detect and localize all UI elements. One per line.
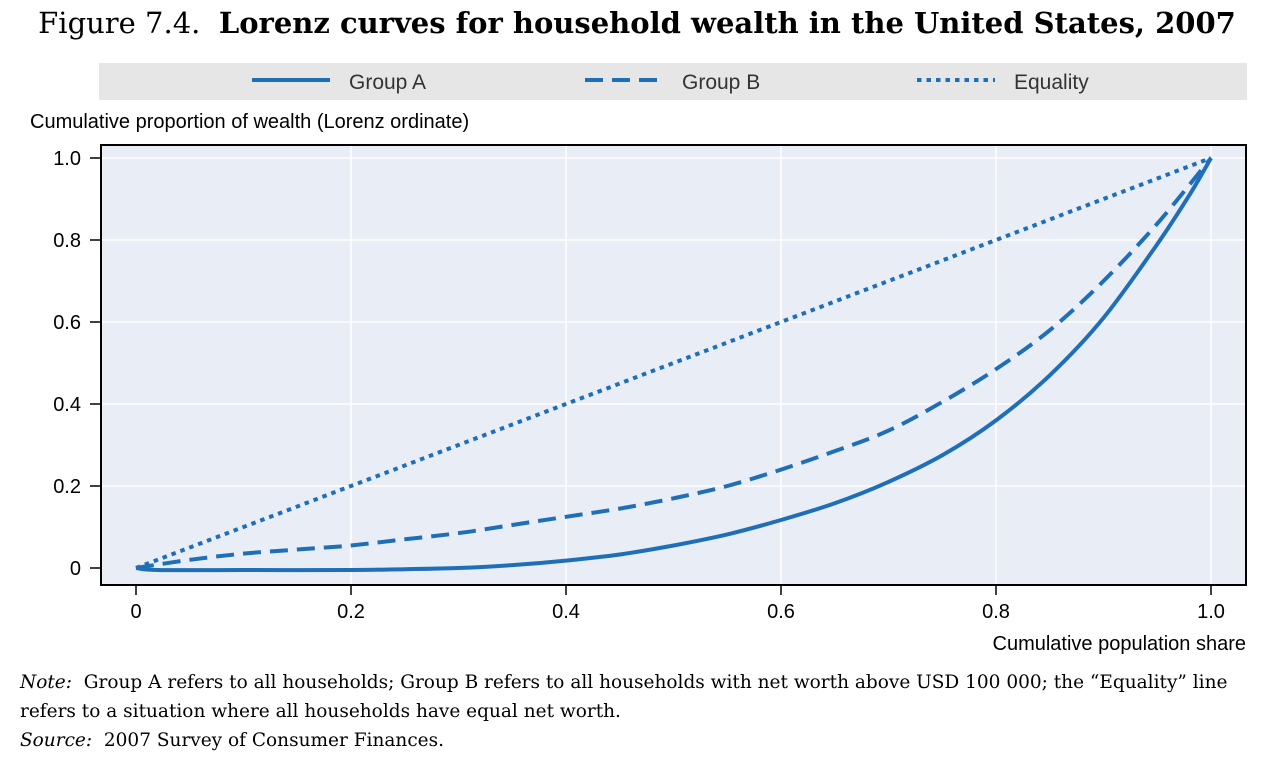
legend-label-1: Group A — [349, 71, 426, 94]
series-line-3 — [135, 156, 1212, 570]
figure-number: Figure 7.4. — [38, 6, 201, 40]
series-line-1 — [135, 156, 1213, 573]
plot-area: 0 0.2 0.4 0.6 0.8 1.0 0 0.2 0.4 0.6 0.8 1.0 — [53, 144, 1247, 623]
x-tick-label: 0.8 — [982, 601, 1010, 623]
x-tick-label: 1.0 — [1197, 601, 1225, 623]
y-tick-label: 0 — [70, 558, 81, 580]
note-text: Group A refers to all households; Group … — [20, 672, 1228, 722]
legend-label-3: Equality — [1014, 71, 1089, 94]
figure-heading: Lorenz curves for household wealth in th… — [218, 6, 1236, 40]
x-tick-label: 0.2 — [337, 601, 365, 623]
source-label: Source: — [20, 730, 93, 751]
x-axis-label: Cumulative population share — [993, 633, 1247, 655]
legend-label-2: Group B — [682, 71, 760, 94]
x-tick-label: 0.6 — [767, 601, 795, 623]
x-tick-label: 0 — [130, 601, 141, 623]
series-line-2 — [135, 156, 1213, 570]
notes: Note: Group A refers to all households; … — [20, 668, 1265, 755]
y-tick-label: 0.4 — [53, 394, 81, 416]
y-tick-label: 1.0 — [53, 148, 81, 170]
source-paragraph: Source: 2007 Survey of Consumer Finances… — [20, 726, 1265, 755]
y-axis-label: Cumulative proportion of wealth (Lorenz … — [30, 111, 469, 133]
x-tick-label: 0.4 — [552, 601, 580, 623]
source-text: 2007 Survey of Consumer Finances. — [103, 730, 445, 751]
legend: Group A Group B Equality — [99, 63, 1247, 100]
plot-frame — [100, 144, 1247, 586]
lorenz-chart: Group A Group B Equality Cumulative propor… — [30, 63, 1247, 655]
y-tick-label: 0.8 — [53, 230, 81, 252]
plot-background — [101, 145, 1246, 585]
note-paragraph: Note: Group A refers to all households; … — [20, 668, 1265, 726]
figure-title: Figure 7.4. Lorenz curves for household … — [0, 6, 1274, 40]
y-tick-label: 0.2 — [53, 476, 81, 498]
y-tick-label: 0.6 — [53, 312, 81, 334]
note-label: Note: — [20, 672, 72, 693]
